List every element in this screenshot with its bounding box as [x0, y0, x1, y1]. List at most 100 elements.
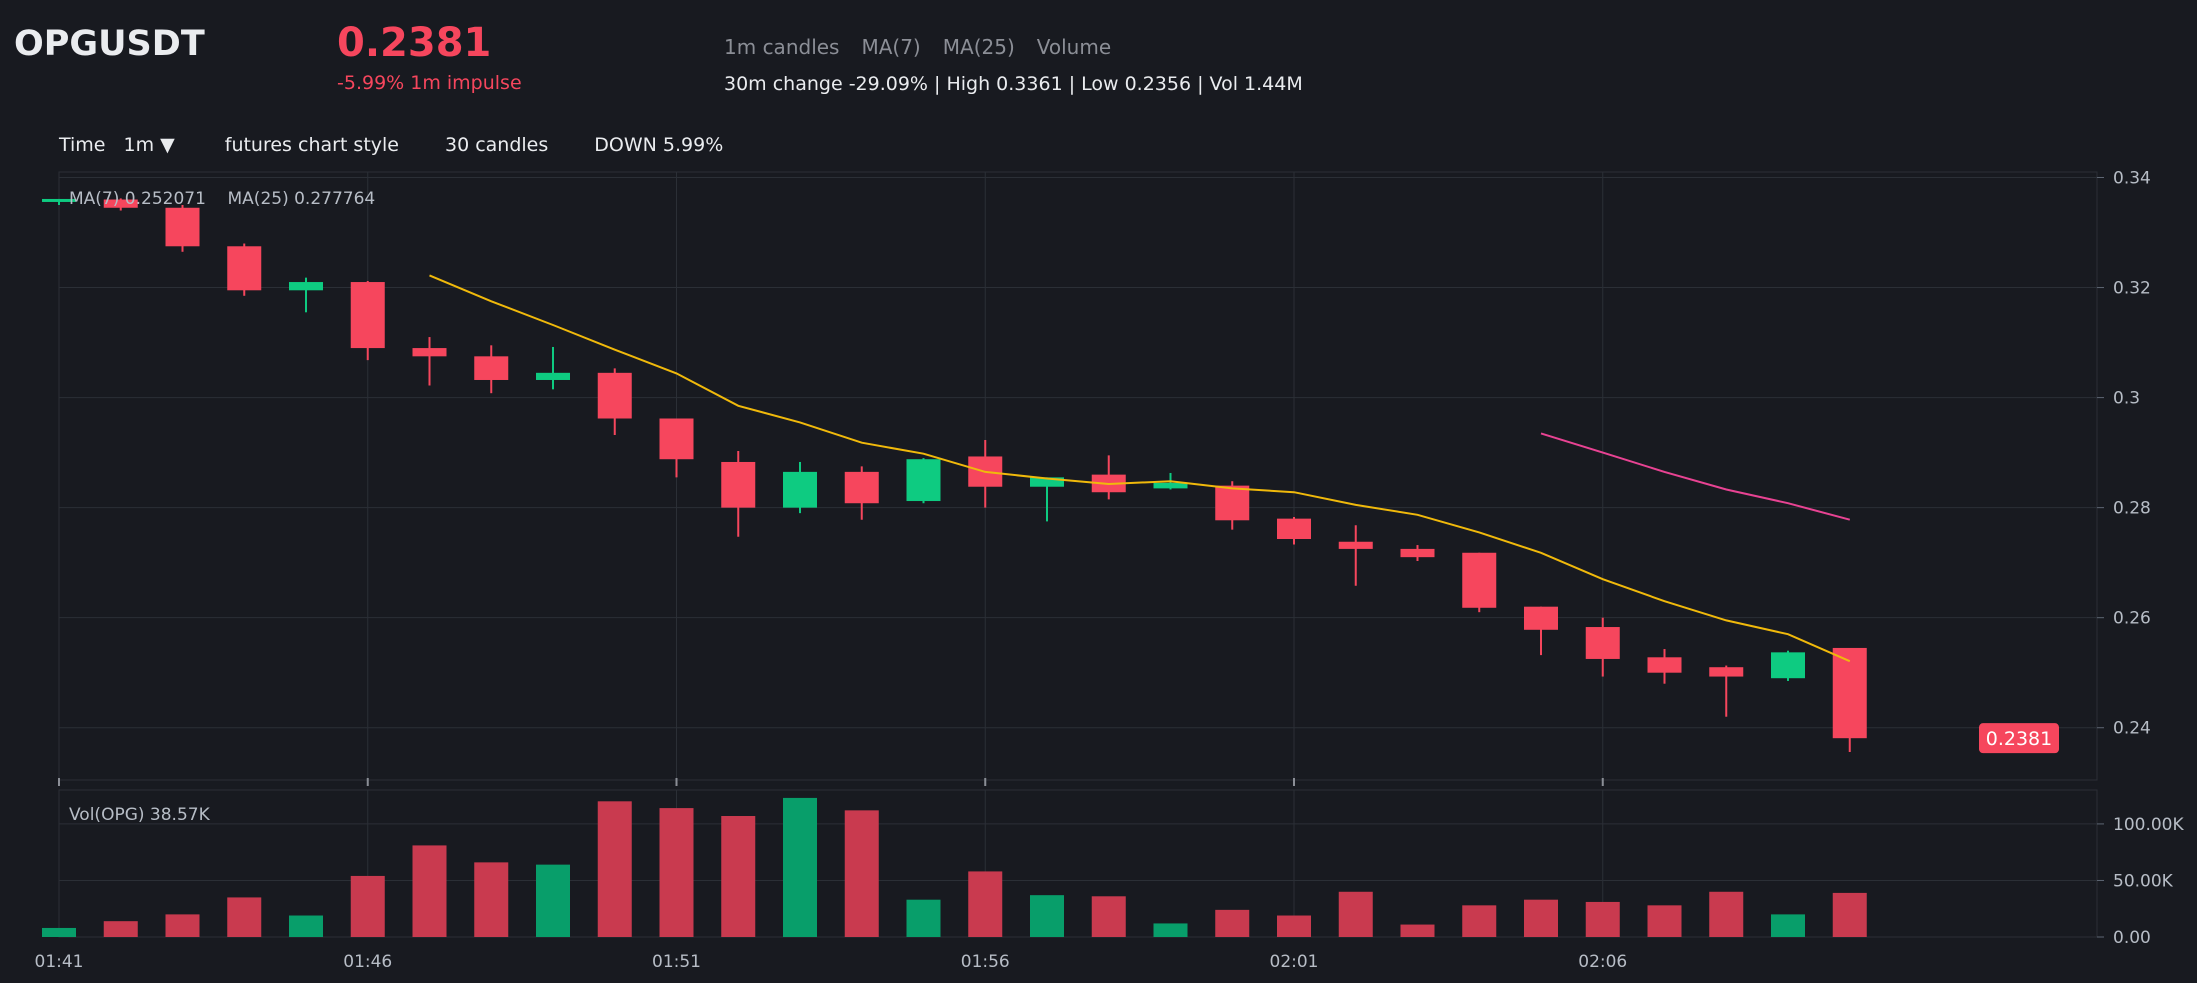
symbol-title: OPGUSDT — [14, 24, 205, 64]
volume-bar — [412, 845, 447, 937]
candle-body — [350, 282, 385, 349]
impulse-change: -5.99% 1m impulse — [337, 72, 522, 94]
time-tick-label: 02:01 — [1270, 952, 1319, 972]
candle-body — [1524, 606, 1558, 630]
candle-body — [1215, 485, 1250, 521]
time-tick-label: 02:06 — [1578, 952, 1627, 972]
volume-bar — [1524, 899, 1558, 937]
chart-toolbar: Time 1m ▼ futures chart style 30 candles DOW… — [59, 134, 769, 156]
legend-ma7: MA(7) — [861, 35, 921, 59]
time-tick-label: 01:51 — [652, 952, 701, 972]
volume-bar — [597, 801, 632, 937]
volume-bar — [1030, 895, 1064, 937]
candle-body — [227, 246, 262, 291]
candle-body — [1647, 657, 1682, 673]
volume-label: Vol(OPG) 38.57K — [69, 805, 211, 825]
volume-bar — [165, 914, 200, 937]
volume-bar — [844, 810, 879, 937]
volume-bar — [1585, 901, 1620, 937]
candle-body — [1771, 652, 1805, 679]
candle-body — [289, 282, 323, 291]
price-tick-label: 0.3 — [2113, 389, 2140, 409]
volume-bar — [659, 808, 694, 937]
chart-style-label[interactable]: futures chart style — [224, 134, 399, 156]
stats-summary: 30m change -29.09% | High 0.3361 | Low 0… — [724, 73, 1303, 95]
candle-body — [165, 207, 200, 247]
candle-body — [42, 198, 76, 202]
price-tick-label: 0.26 — [2113, 609, 2151, 629]
volume-bar — [1462, 905, 1497, 937]
candle-body — [536, 372, 570, 380]
candle-body — [1338, 541, 1373, 549]
time-tick-label: 01:56 — [961, 952, 1010, 972]
last-price: 0.2381 — [337, 20, 492, 66]
volume-bar — [42, 927, 76, 937]
candle-body — [844, 471, 879, 504]
candle-count-label: 30 candles — [445, 134, 549, 156]
ma25-line — [1540, 432, 1851, 521]
candle-body — [1462, 552, 1497, 608]
volume-bar — [1153, 923, 1188, 937]
price-pane-frame — [58, 171, 2098, 781]
volume-bar — [536, 864, 570, 937]
volume-bar — [1400, 924, 1435, 937]
ma7-line — [429, 274, 1851, 663]
interval-dropdown[interactable]: 1m ▼ — [123, 134, 175, 156]
candle-body — [474, 356, 509, 380]
volume-bar — [1338, 891, 1373, 937]
candle-body — [1585, 627, 1620, 659]
candle-body — [597, 372, 632, 419]
price-tick-label: 0.28 — [2113, 499, 2151, 519]
candle-body — [1277, 518, 1311, 540]
volume-bar — [968, 871, 1003, 937]
volume-tick-label: 0.00 — [2113, 928, 2151, 948]
volume-bar — [1771, 914, 1805, 937]
volume-tick-label: 50.00K — [2113, 871, 2174, 891]
volume-bar — [227, 897, 262, 937]
grid — [58, 171, 2098, 938]
volume-bar — [1091, 896, 1126, 937]
last-price-tag-label: 0.2381 — [1986, 728, 2052, 750]
candle-body — [659, 418, 694, 460]
legend-volume: Volume — [1036, 35, 1112, 59]
time-tick-label: 01:41 — [35, 952, 84, 972]
price-tick-label: 0.34 — [2113, 169, 2151, 189]
time-label: Time — [59, 134, 106, 156]
chart-labels: MA(7) 0.252071 MA(25) 0.277764 Vol(OPG) 3… — [69, 189, 2059, 825]
volume-bar — [1215, 909, 1250, 937]
volume-bar — [103, 921, 138, 937]
time-tick-label: 01:46 — [343, 952, 392, 972]
candle-body — [721, 461, 756, 508]
volume-bars — [42, 797, 1867, 937]
volume-bar — [474, 862, 509, 937]
chart-legend-row: 1m candles MA(7) MA(25) Volume — [724, 35, 1133, 59]
volume-bar — [1277, 915, 1311, 937]
axes: 0.24 0.26 0.28 0.3 0.32 0.34 0.00 50.00K 100.00K… — [35, 169, 2185, 972]
volume-bar — [1647, 905, 1682, 937]
candle-body — [1832, 647, 1867, 739]
candle-body — [412, 348, 447, 357]
moving-averages — [429, 274, 1851, 663]
volume-bar — [721, 816, 756, 937]
candle-body — [1153, 482, 1188, 489]
volume-bar — [1832, 892, 1867, 937]
candle-body — [103, 199, 138, 208]
candle-body — [783, 471, 817, 508]
volume-tick-label: 100.00K — [2113, 815, 2184, 835]
volume-bar — [1709, 891, 1744, 937]
candle-body — [1400, 548, 1435, 558]
candle-body — [1709, 667, 1744, 677]
direction-label: DOWN 5.99% — [594, 134, 724, 156]
candle-body — [906, 459, 941, 502]
candle-body — [1030, 477, 1064, 487]
candles — [42, 198, 1867, 752]
volume-bar — [906, 899, 941, 937]
legend-ma25: MA(25) — [942, 35, 1015, 59]
volume-bar — [289, 915, 323, 937]
last-price-tag — [1979, 723, 2059, 754]
price-tick-label: 0.32 — [2113, 279, 2151, 299]
ma-values-label: MA(7) 0.252071 MA(25) 0.277764 — [69, 189, 375, 209]
price-tick-label: 0.24 — [2113, 719, 2151, 739]
legend-candles: 1m candles — [724, 35, 840, 59]
